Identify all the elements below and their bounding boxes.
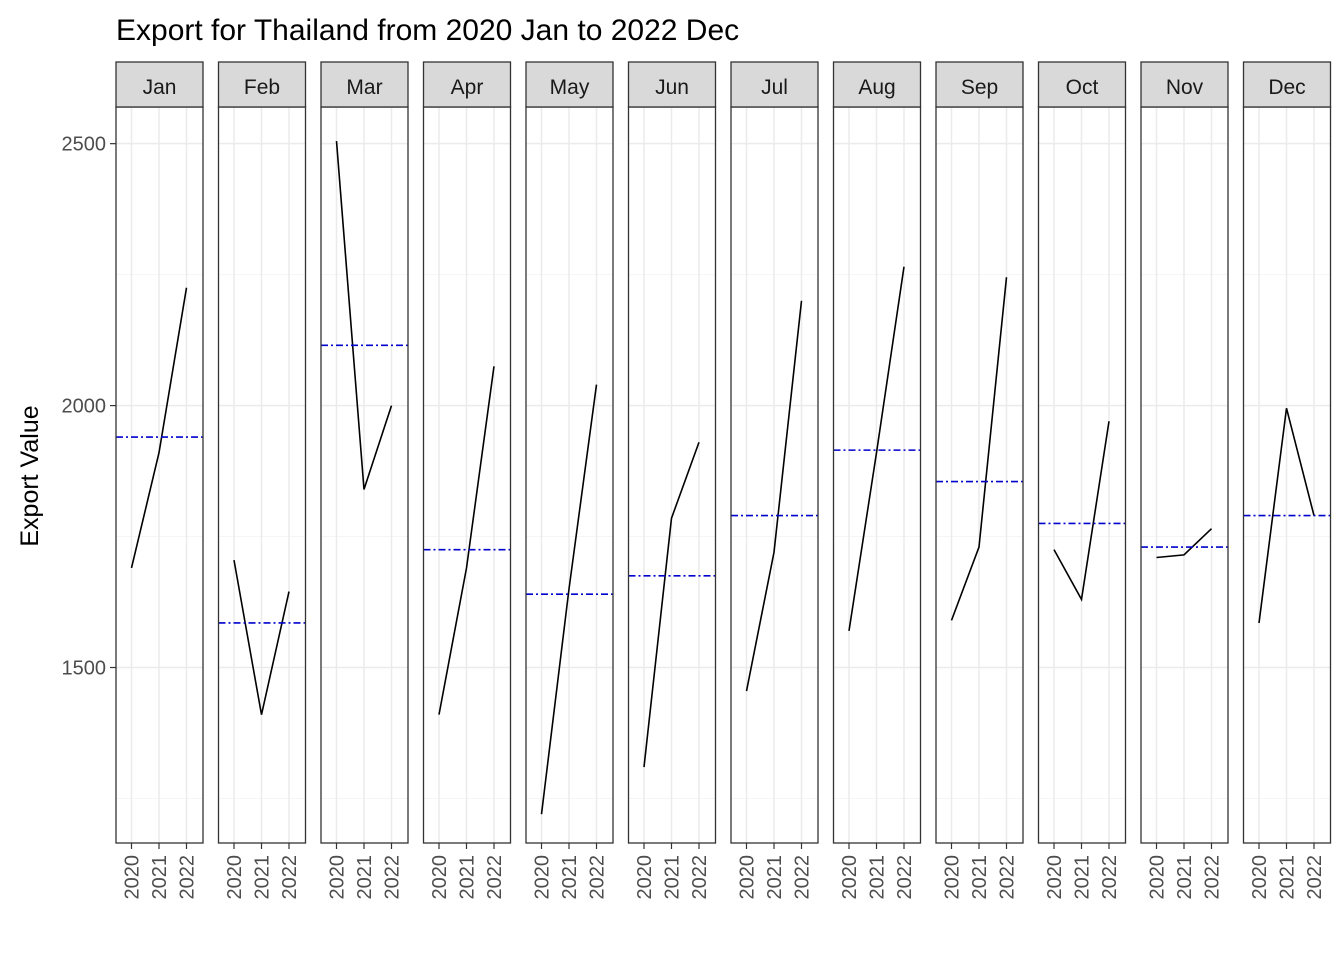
facet-panel-mar: Mar 2020 2021 2022 [320,61,409,900]
x-tick-label: 2020 [839,855,861,900]
facet-strip-label: Aug [858,76,895,99]
x-tick-label: 2022 [997,855,1019,900]
facet-panel-may: May 2020 2021 2022 [525,61,614,900]
series-line-jun [643,441,700,768]
x-tick-label: 2022 [484,855,506,900]
facet-strip-label: Sep [961,76,998,99]
facet-panel-sep: Sep 2020 2021 2022 [935,61,1024,900]
facet-strip [935,61,1024,108]
x-tick-label: 2020 [737,855,759,900]
facet-panel-jul: Jul 2020 2021 2022 [730,61,819,900]
y-axis: 1500 2000 2500 [62,134,116,680]
x-tick-label: 2021 [1072,855,1094,900]
series-line-mar [335,140,393,490]
y-tick-label: 1500 [62,658,107,680]
series-line-may [540,384,598,815]
x-tick-label: 2020 [634,855,656,900]
facet-strip-label: Apr [451,76,484,99]
facet-panel-dec: Dec 2020 2021 2022 [1242,61,1332,900]
x-tick-label: 2020 [1249,855,1271,900]
facet-panel-aug: Aug 2020 2021 2022 [832,61,922,900]
series-line-jul [745,300,803,692]
facet-strip [1037,61,1127,108]
x-tick-label: 2021 [354,855,376,900]
x-tick-label: 2020 [942,855,964,900]
facet-strip [1140,61,1229,108]
facet-strip-label: Oct [1066,76,1099,99]
x-tick-label: 2021 [764,855,786,900]
x-tick-label: 2022 [792,855,814,900]
facet-strip-label: Jan [143,76,177,99]
x-tick-label: 2020 [532,855,554,900]
x-tick-label: 2021 [662,855,684,900]
y-axis-label: Export Value [16,405,44,546]
series-line-sep [950,277,1008,621]
y-tick-label: 2000 [62,396,107,418]
x-tick-label: 2022 [1304,855,1326,900]
series-line-feb [233,559,290,715]
x-tick-label: 2021 [457,855,479,900]
x-tick-label: 2020 [1044,855,1066,900]
x-tick-label: 2022 [279,855,301,900]
facet-strip-label: Mar [346,76,382,99]
chart-title: Export for Thailand from 2020 Jan to 202… [116,14,739,47]
facet-panel-nov: Nov 2020 2021 2022 [1140,61,1229,900]
series-line-dec [1258,408,1315,624]
x-tick-label: 2021 [149,855,171,900]
x-tick-label: 2022 [177,855,199,900]
facet-panel-jan: Jan 2020 2021 2022 [115,61,204,900]
facet-strip [730,61,819,108]
facet-strip [115,61,204,108]
facet-strip [1242,61,1332,108]
facet-strip-label: Feb [244,76,280,99]
series-line-apr [438,366,495,715]
x-tick-label: 2022 [894,855,916,900]
facet-strip [320,61,409,108]
x-tick-label: 2022 [689,855,711,900]
series-line-aug [848,266,905,631]
facet-strip [627,61,717,108]
x-tick-label: 2022 [587,855,609,900]
x-tick-label: 2021 [969,855,991,900]
facet-panel-apr: Apr 2020 2021 2022 [422,61,512,900]
x-tick-label: 2020 [1147,855,1169,900]
series-line-nov [1156,528,1213,559]
series-line-oct [1053,421,1110,602]
x-tick-label: 2020 [122,855,144,900]
facet-strip [832,61,922,108]
facet-panel-oct: Oct 2020 2021 2022 [1037,61,1127,900]
facet-panel-feb: Feb 2020 2021 2022 [217,61,307,900]
facet-strip [422,61,512,108]
x-tick-label: 2022 [1202,855,1224,900]
x-tick-label: 2020 [224,855,246,900]
x-tick-label: 2020 [327,855,349,900]
facet-strip-label: Jun [655,76,689,99]
facet-strip [525,61,614,108]
x-tick-label: 2020 [429,855,451,900]
facet-strip-label: May [550,76,590,99]
x-tick-label: 2021 [559,855,581,900]
series-line-jan [130,287,188,569]
facet-strip-label: Dec [1268,76,1305,99]
x-tick-label: 2021 [252,855,274,900]
y-tick-label: 2500 [62,134,107,156]
facet-strip-label: Nov [1166,76,1204,99]
facet-strip-label: Jul [761,76,788,99]
x-tick-label: 2021 [1277,855,1299,900]
x-tick-label: 2021 [867,855,889,900]
x-tick-label: 2022 [382,855,404,900]
x-tick-label: 2022 [1099,855,1121,900]
x-tick-label: 2021 [1174,855,1196,900]
facet-panel-jun: Jun 2020 2021 2022 [627,61,717,900]
facet-strip [217,61,307,108]
